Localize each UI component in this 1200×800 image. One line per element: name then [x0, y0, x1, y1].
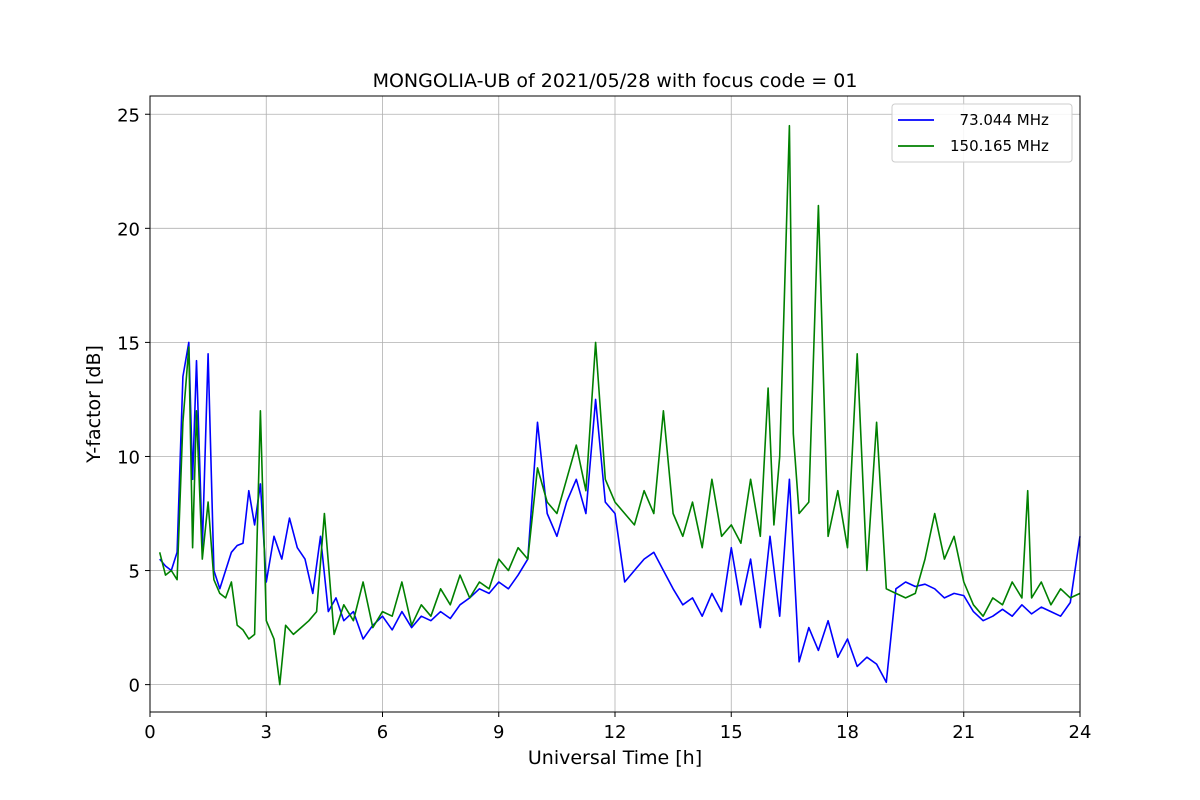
y-tick-label: 20 — [117, 219, 140, 240]
legend-label-1: 73.044 MHz — [950, 111, 1049, 129]
x-axis-label: Universal Time [h] — [528, 747, 702, 769]
ticks: 0 3 6 9 12 15 18 21 24 0 5 10 15 20 25 — [117, 105, 1091, 743]
series-group — [158, 124, 1081, 686]
x-tick-label: 6 — [377, 722, 388, 743]
chart-title: MONGOLIA-UB of 2021/05/28 with focus cod… — [373, 70, 858, 92]
legend-label-2: 150.165 MHz — [950, 137, 1049, 155]
y-axis-label: Y-factor [dB] — [83, 345, 105, 464]
x-tick-label: 12 — [604, 722, 627, 743]
x-tick-label: 0 — [144, 722, 155, 743]
x-tick-label: 15 — [720, 722, 743, 743]
y-tick-label: 5 — [129, 562, 140, 583]
x-tick-label: 24 — [1069, 722, 1092, 743]
x-tick-label: 9 — [493, 722, 504, 743]
x-tick-label: 21 — [952, 722, 975, 743]
y-tick-label: 15 — [117, 333, 140, 354]
series-line-2 — [158, 124, 1081, 686]
y-tick-label: 0 — [129, 676, 140, 697]
y-tick-label: 10 — [117, 447, 140, 468]
y-tick-label: 25 — [117, 105, 140, 126]
x-tick-label: 18 — [836, 722, 859, 743]
legend-box — [891, 103, 1073, 163]
x-tick-label: 3 — [261, 722, 272, 743]
legend: 73.044 MHz 150.165 MHz — [891, 103, 1073, 163]
